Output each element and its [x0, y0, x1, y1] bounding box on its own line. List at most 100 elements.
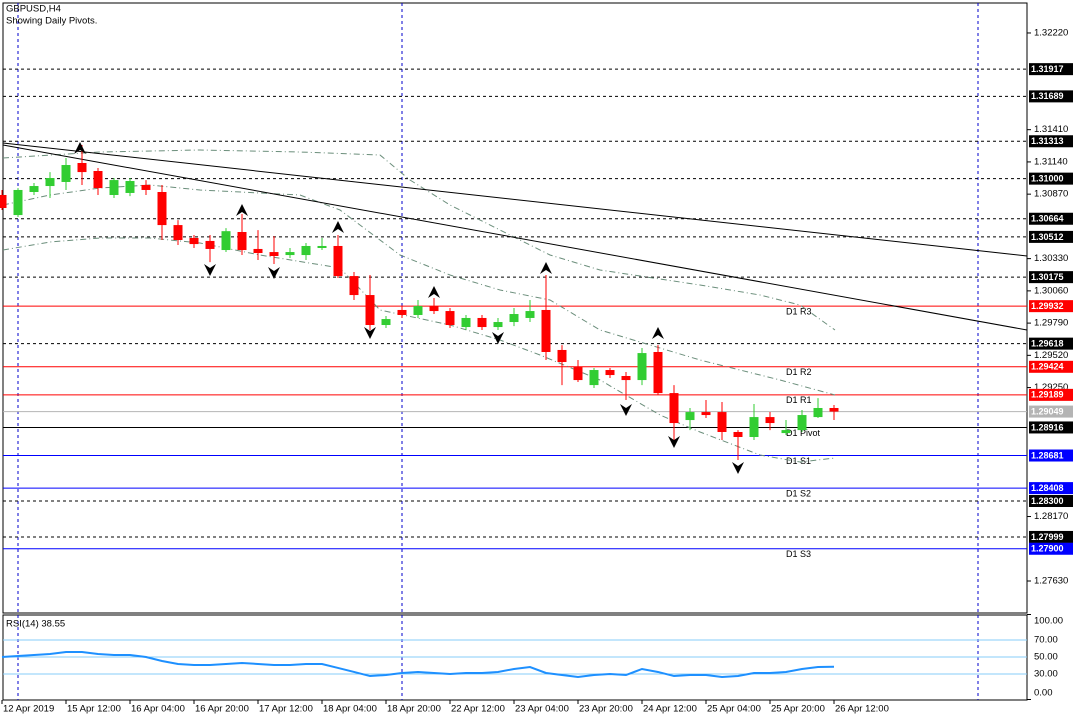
level-tag — [1029, 388, 1073, 401]
candle-body — [93, 170, 103, 189]
candle-body — [13, 189, 23, 216]
level-tag — [1029, 405, 1073, 418]
candle-body — [637, 353, 647, 381]
x-tick-label: 15 Apr 12:00 — [67, 704, 121, 715]
trend-lines — [2, 142, 1028, 331]
level-tag-label: 1.28681 — [1031, 450, 1064, 460]
trend-line — [2, 144, 1028, 331]
level-tag — [1029, 337, 1073, 350]
level-tag-label: 1.28300 — [1031, 496, 1064, 506]
candle-body — [685, 412, 695, 421]
axis: 1.32220 1.31410 1.31140 1.30870 1.30330 1.300… — [1, 27, 1068, 715]
candle-body — [301, 245, 311, 256]
y-tick-label: 1.30870 — [1034, 189, 1068, 200]
level-tag — [1029, 542, 1073, 555]
level-tag-label: 1.28408 — [1031, 483, 1064, 493]
fractal-up — [428, 286, 440, 298]
candle-body — [333, 245, 343, 277]
x-tick-label: 26 Apr 12:00 — [835, 704, 889, 715]
candle-body — [173, 225, 183, 241]
candle-body — [29, 186, 39, 193]
candle-body — [0, 194, 7, 209]
y-tick-label: 1.30330 — [1034, 253, 1068, 264]
chart-title: GBPUSD,H4 — [6, 4, 61, 15]
fractal-up — [540, 262, 552, 274]
level-tag — [1029, 230, 1073, 243]
x-tick-label: 18 Apr 20:00 — [387, 704, 441, 715]
pivot-label: D1 R1 — [786, 395, 812, 405]
candle-body — [797, 415, 807, 431]
candle-body — [461, 317, 471, 328]
candle-body — [717, 412, 727, 432]
candle-body — [605, 370, 615, 376]
y-tick-label: 1.27630 — [1034, 576, 1068, 587]
level-tag-label: 1.29932 — [1031, 301, 1064, 311]
level-tags: 1.31917 1.31689 1.31313 1.31000 1.30664 1.305… — [1029, 63, 1073, 555]
y-tick-label: 1.31140 — [1034, 156, 1068, 167]
x-tick-label: 18 Apr 04:00 — [323, 704, 377, 715]
envelope-middle — [2, 184, 836, 396]
candle-body — [589, 370, 599, 386]
candle-body — [445, 311, 455, 326]
x-tick-label: 25 Apr 04:00 — [707, 704, 761, 715]
candle-body — [125, 181, 135, 193]
y-tick-label: 1.29520 — [1034, 350, 1068, 361]
candle-body — [477, 317, 487, 328]
x-tick-label: 23 Apr 20:00 — [579, 704, 633, 715]
pivot-label: D1 S1 — [786, 456, 811, 466]
fractal-down — [204, 264, 216, 276]
pivot-label: D1 R3 — [786, 307, 812, 317]
fractal-down — [268, 267, 280, 279]
level-tag-label: 1.27999 — [1031, 532, 1064, 542]
trend-line — [2, 142, 1028, 257]
x-tick-label: 22 Apr 12:00 — [451, 704, 505, 715]
levels: D1 R3 D1 R2 D1 R1 D1 Pivot D1 S1 D1 S2 D1 S3 — [3, 68, 1027, 559]
candle-body — [557, 349, 567, 363]
x-tick-label: 25 Apr 20:00 — [771, 704, 825, 715]
level-tag — [1029, 63, 1073, 76]
fractal-down — [732, 462, 744, 474]
candle-body — [349, 276, 359, 296]
candle-body — [701, 412, 711, 416]
candle-body — [237, 232, 247, 251]
fractal-down — [492, 332, 504, 344]
x-tick-label: 16 Apr 20:00 — [195, 704, 249, 715]
candle-body — [269, 252, 279, 257]
candle-body — [109, 180, 119, 195]
level-tag — [1029, 90, 1073, 103]
level-tag-label: 1.30175 — [1031, 272, 1064, 282]
level-tag — [1029, 135, 1073, 148]
x-tick-label: 23 Apr 04:00 — [515, 704, 569, 715]
fractal-down — [620, 404, 632, 416]
candle-body — [621, 375, 631, 381]
rsi-tick-label: 50.00 — [1034, 652, 1058, 663]
pivot-label: D1 S2 — [786, 488, 811, 498]
y-tick-label: 1.28170 — [1034, 511, 1068, 522]
x-tick-label: 16 Apr 04:00 — [131, 704, 185, 715]
level-tag-label: 1.30512 — [1031, 232, 1064, 242]
rsi-tick-label: 0.00 — [1034, 688, 1053, 699]
chart-subtitle: Showing Daily Pivots. — [6, 16, 97, 27]
fractal-up — [74, 142, 86, 154]
candle-body — [541, 309, 551, 352]
candle-body — [157, 192, 167, 226]
candle-body — [77, 162, 87, 173]
candle-body — [781, 430, 791, 434]
candles — [0, 144, 839, 461]
rsi-tick-label: 70.00 — [1034, 635, 1058, 646]
rsi-title: RSI(14) 38.55 — [6, 619, 65, 630]
candle-body — [525, 311, 535, 318]
x-tick-label: 24 Apr 12:00 — [643, 704, 697, 715]
level-tag — [1029, 449, 1073, 462]
candle-body — [669, 393, 679, 424]
candle-body — [413, 306, 423, 315]
fractals — [74, 142, 744, 474]
candle-body — [733, 431, 743, 438]
x-tick-label: 17 Apr 12:00 — [259, 704, 313, 715]
level-tag-label: 1.29618 — [1031, 339, 1064, 349]
y-tick-label: 1.29790 — [1034, 318, 1068, 329]
pivot-label: D1 R2 — [786, 367, 812, 377]
level-tag-label: 1.29189 — [1031, 390, 1064, 400]
